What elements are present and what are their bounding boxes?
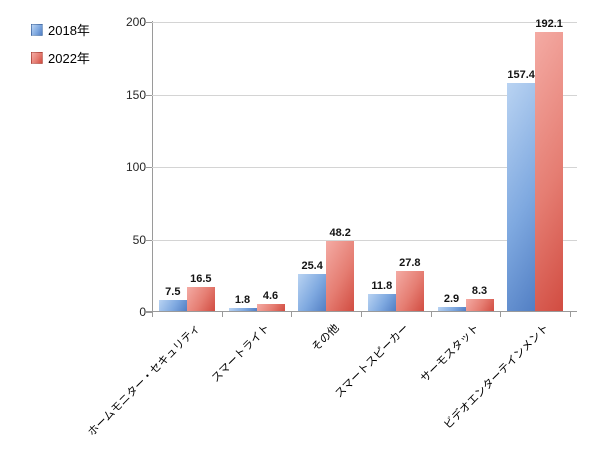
legend-swatch-2022-icon	[31, 51, 43, 64]
x-axis-tick	[430, 312, 432, 317]
gridline	[152, 167, 577, 168]
category-label: その他	[309, 322, 342, 354]
bar-2022年-5	[535, 32, 564, 311]
x-axis-tick	[570, 312, 571, 317]
data-label: 27.8	[399, 256, 421, 269]
bar-2018年-4	[437, 306, 466, 311]
gridline	[152, 94, 577, 96]
bar-2022年-2	[326, 241, 355, 311]
bar-2022年-4	[465, 298, 494, 311]
data-label: 7.5	[165, 286, 181, 299]
y-axis-tick-label: 50	[132, 232, 146, 247]
y-axis-tick	[146, 22, 152, 23]
legend-label-2022: 2022年	[48, 51, 90, 66]
data-label: 25.4	[301, 260, 323, 273]
category-label: スマートスピーカー	[333, 322, 412, 401]
data-label: 11.8	[371, 279, 393, 292]
x-axis-line	[146, 311, 577, 312]
data-label: 16.5	[190, 273, 212, 286]
y-axis-tick-label: 100	[125, 160, 146, 174]
data-label: 1.8	[234, 294, 251, 307]
y-axis-tick	[146, 239, 152, 241]
y-axis-line	[152, 21, 153, 312]
y-axis-tick	[146, 167, 152, 168]
data-label: 4.6	[262, 290, 279, 303]
data-label: 8.3	[471, 284, 488, 297]
x-axis-tick	[291, 312, 293, 317]
data-label: 2.9	[443, 292, 460, 305]
y-axis-tick	[146, 94, 152, 96]
x-axis-tick	[361, 312, 362, 317]
bar-2018年-0	[158, 300, 187, 311]
legend-label-2018: 2018年	[48, 23, 90, 38]
legend: 2018年 2022年	[31, 20, 90, 76]
bar-2018年-3	[367, 293, 396, 311]
category-label: サーモスタット	[418, 322, 482, 386]
bar-2022年-0	[186, 287, 215, 311]
legend-item-2018: 2018年	[31, 20, 90, 39]
bar-2022年-1	[256, 304, 285, 311]
data-label: 192.1	[535, 18, 563, 31]
category-label: ホームモニター・セキュリティ	[85, 322, 203, 439]
legend-item-2022: 2022年	[31, 48, 90, 67]
bar-2022年-3	[395, 270, 424, 311]
data-label: 48.2	[329, 227, 351, 240]
y-axis-tick-label: 150	[125, 87, 146, 102]
x-axis-tick	[152, 312, 153, 317]
plot-area: 7.5 16.5 1.8 4.6 25.4 48.2 11.8 27.8 2.9 8.3 157.4…	[146, 18, 577, 317]
bar-2018年-5	[507, 82, 536, 311]
bar-2018年-2	[298, 274, 327, 311]
x-axis-tick	[500, 312, 502, 317]
data-label: 157.4	[507, 68, 535, 81]
y-axis-tick-label: 0	[139, 305, 146, 319]
legend-swatch-2018-icon	[31, 23, 43, 36]
category-label: スマートライト	[209, 322, 273, 385]
y-axis-tick-label: 200	[125, 15, 146, 29]
x-axis-tick	[221, 312, 223, 317]
gridline	[152, 239, 577, 241]
y-axis-tick	[146, 312, 152, 313]
bar-2018年-1	[228, 308, 257, 311]
gridline	[152, 22, 577, 23]
